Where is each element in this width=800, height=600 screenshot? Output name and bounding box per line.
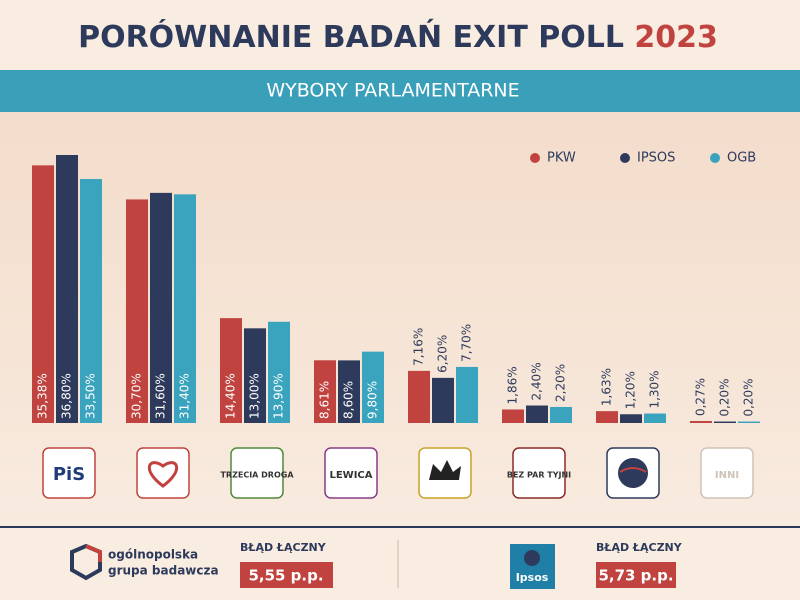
legend-marker — [710, 153, 720, 163]
error-box — [240, 562, 333, 588]
bar — [644, 413, 666, 423]
ipsos-logo-mark — [524, 550, 540, 566]
value-label: 35,38% — [36, 373, 50, 419]
bar — [690, 421, 712, 423]
bar — [174, 194, 196, 423]
bars: 35,38% 30,70% 14,40% 8,61% 7,16% 1,86% 1,63% 0,… — [32, 155, 760, 423]
bar — [738, 421, 760, 423]
title-year: 2023 — [634, 20, 718, 55]
title-main: PORÓWNANIE BADAŃ EXIT POLL — [78, 18, 624, 55]
chart-area — [0, 112, 800, 527]
bar — [714, 421, 736, 423]
org-line: ogólnopolska — [108, 548, 198, 562]
bar — [620, 414, 642, 423]
value-label: 31,40% — [178, 373, 192, 419]
bar — [502, 409, 524, 423]
party-label: PiS — [53, 464, 85, 485]
subtitle-banner — [0, 70, 800, 112]
party-logo — [42, 447, 96, 499]
value-label: 13,00% — [248, 373, 262, 419]
bar — [56, 155, 78, 423]
value-label: 7,16% — [412, 328, 426, 366]
value-label: 2,40% — [530, 362, 544, 400]
bar — [338, 360, 360, 423]
bar — [150, 192, 172, 423]
bar — [596, 411, 618, 423]
legend-label: OGB — [727, 151, 756, 166]
value-label: 14,40% — [224, 373, 238, 419]
ogb-logo-accent — [85, 544, 102, 562]
error-title: BŁĄD ŁĄCZNY — [240, 541, 327, 554]
value-label: 2,20% — [554, 364, 568, 402]
party-label: INNI — [715, 470, 739, 481]
party-icon — [618, 458, 648, 488]
value-label: 30,70% — [130, 373, 144, 419]
footer-left: ogólnopolska grupa badawcza BŁĄD ŁĄCZNY … — [70, 541, 333, 588]
value-label: 36,80% — [60, 373, 74, 419]
value-label: 1,20% — [624, 371, 638, 409]
value-label: 1,63% — [600, 368, 614, 406]
value-label: 31,60% — [154, 373, 168, 419]
error-value: 5,55 p.p. — [248, 567, 323, 585]
bar — [526, 405, 548, 423]
party-logo — [324, 447, 378, 499]
bar — [80, 179, 102, 423]
value-label: 0,20% — [718, 378, 732, 416]
value-label: 9,80% — [366, 381, 380, 419]
party-logo — [700, 447, 754, 499]
heart-icon — [148, 461, 178, 488]
party-label: BEZ PAR TYJNI — [507, 471, 571, 480]
bar — [268, 321, 290, 423]
footer-right: Ipsos BŁĄD ŁĄCZNY 5,73 p.p. — [510, 541, 683, 589]
bar — [314, 360, 336, 423]
party-logo — [512, 447, 566, 499]
value-label: 1,30% — [648, 370, 662, 408]
org-line: grupa badawcza — [108, 564, 219, 578]
error-title: BŁĄD ŁĄCZNY — [596, 541, 683, 554]
party-icon-accent — [619, 467, 647, 473]
value-label: 0,20% — [742, 378, 756, 416]
value-label: 33,50% — [84, 373, 98, 419]
bar — [432, 377, 454, 423]
value-label: 0,27% — [694, 378, 708, 416]
bar — [220, 318, 242, 423]
legend-marker — [530, 153, 540, 163]
bar — [244, 328, 266, 423]
subtitle: WYBORY PARLAMENTARNE — [266, 80, 519, 102]
party-label: LEWICA — [329, 470, 372, 481]
bar — [408, 370, 430, 423]
legend-marker — [620, 153, 630, 163]
party-logo — [136, 447, 190, 499]
error-value: 5,73 p.p. — [598, 567, 673, 585]
party-label: TRZECIA DROGA — [220, 471, 294, 480]
legend: PKW IPSOS OGB — [530, 151, 756, 166]
chart-title: PORÓWNANIE BADAŃ EXIT POLL 2023 — [78, 18, 718, 55]
value-label: 1,86% — [506, 366, 520, 404]
error-box — [596, 562, 676, 588]
legend-label: IPSOS — [637, 151, 675, 166]
value-label: 7,70% — [460, 324, 474, 362]
crown-icon — [429, 460, 461, 480]
category-logos: PiS TRZECIA DROGA LEWICA BEZ PAR TYJNI INNI — [42, 447, 754, 499]
bar — [32, 165, 54, 423]
value-label: 8,60% — [342, 381, 356, 419]
party-logo — [230, 447, 284, 499]
value-label: 8,61% — [318, 381, 332, 419]
bar — [362, 351, 384, 423]
bar — [550, 406, 572, 423]
ipsos-logo-text: Ipsos — [516, 571, 549, 584]
value-label: 13,90% — [272, 373, 286, 419]
bar — [456, 366, 478, 423]
legend-label: PKW — [547, 151, 576, 166]
bar — [126, 199, 148, 423]
value-label: 6,20% — [436, 335, 450, 373]
